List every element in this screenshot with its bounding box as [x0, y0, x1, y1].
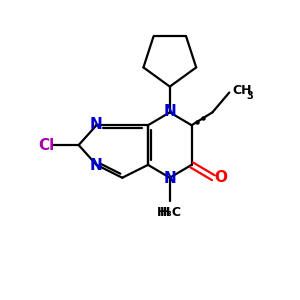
- Text: N: N: [89, 117, 102, 132]
- Text: 3: 3: [246, 91, 253, 100]
- Text: Cl: Cl: [38, 137, 54, 152]
- Text: H: H: [159, 206, 170, 220]
- Text: N: N: [164, 171, 176, 186]
- Text: N: N: [164, 104, 176, 119]
- Text: O: O: [214, 170, 227, 185]
- Text: CH: CH: [232, 84, 252, 97]
- Text: H₃C: H₃C: [157, 206, 182, 220]
- Text: N: N: [89, 158, 102, 173]
